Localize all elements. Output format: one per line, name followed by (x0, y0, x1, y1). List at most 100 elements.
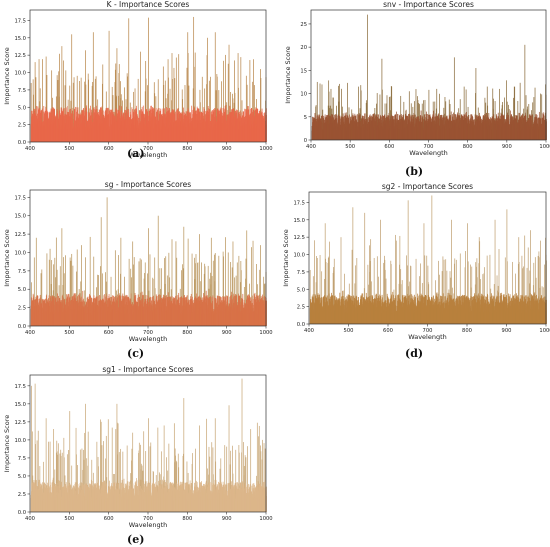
bar (339, 83, 340, 140)
bar (65, 255, 66, 326)
bar (402, 115, 404, 140)
bar (59, 53, 60, 142)
bar (128, 18, 130, 143)
bar (251, 247, 252, 326)
chart-title: snv - Importance Scores (383, 0, 474, 9)
bar (45, 56, 47, 142)
bar (453, 57, 455, 140)
bar (227, 252, 229, 326)
bar (201, 76, 203, 142)
x-tick-label: 900 (502, 144, 512, 150)
x-tick-label: 700 (424, 144, 434, 150)
bar (245, 278, 246, 326)
bar (157, 79, 159, 142)
bar (100, 217, 102, 326)
bar (533, 97, 535, 140)
bar (240, 57, 242, 142)
bar (207, 37, 208, 142)
bar (506, 80, 507, 140)
bar (360, 90, 362, 140)
bar (73, 77, 75, 142)
y-axis-label: Importance Score (3, 47, 11, 105)
bar (140, 259, 142, 326)
bar (223, 256, 224, 326)
bar-series (30, 197, 267, 326)
bar (182, 264, 184, 326)
x-tick-label: 600 (104, 146, 114, 152)
x-tick-label: 800 (182, 146, 192, 152)
bar (59, 266, 61, 326)
bar (245, 75, 247, 142)
bar (367, 14, 368, 141)
bar (54, 297, 56, 326)
x-axis-label: Wavelength (129, 151, 168, 159)
bar (252, 240, 254, 326)
bar (51, 70, 53, 142)
bar (56, 75, 58, 142)
y-tick-label: 5 (304, 115, 307, 121)
y-tick-label: 12.5 (14, 53, 26, 59)
bar (223, 60, 224, 142)
bar (80, 77, 82, 142)
chart-title: K - Importance Scores (107, 0, 190, 9)
bar (76, 249, 78, 326)
bar (227, 63, 229, 142)
x-tick-label: 800 (463, 144, 473, 150)
bar (383, 115, 385, 140)
bar (183, 226, 185, 326)
bar (128, 258, 130, 326)
bar (475, 68, 477, 140)
bar (79, 81, 80, 142)
bar (106, 197, 108, 326)
x-tick-label: 500 (345, 144, 355, 150)
bar (200, 111, 202, 142)
bar (114, 250, 116, 326)
bar (88, 79, 90, 142)
bar (139, 258, 141, 326)
bar (38, 59, 40, 143)
bar (63, 257, 64, 326)
bar (50, 295, 51, 326)
bar (225, 237, 226, 326)
bar (187, 238, 189, 326)
bar (168, 77, 169, 142)
bar (240, 261, 242, 326)
y-tick-label: 2.5 (18, 123, 26, 129)
y-tick-label: 7.5 (18, 88, 26, 94)
bar (228, 44, 230, 142)
bar (85, 257, 86, 326)
bar (259, 269, 261, 326)
bar (72, 82, 74, 142)
bar (254, 85, 255, 142)
bar (240, 270, 242, 326)
bar (201, 262, 202, 326)
bar (463, 86, 465, 140)
bar (69, 257, 71, 326)
bar (57, 112, 58, 142)
y-axis-label: Importance Score (284, 46, 292, 104)
bar-series (30, 16, 267, 143)
bar (173, 67, 175, 142)
bar (49, 248, 51, 326)
bar (232, 241, 234, 326)
bar (133, 257, 135, 326)
y-tick-label: 15 (300, 68, 307, 74)
bar (249, 60, 251, 142)
bar (429, 116, 431, 140)
bar (81, 245, 82, 326)
bar (136, 114, 138, 142)
x-tick-label: 1000 (539, 144, 550, 150)
bar (347, 82, 348, 140)
bar (400, 95, 402, 140)
bar (195, 110, 196, 142)
bar (57, 80, 59, 142)
bar (466, 119, 468, 140)
bar (192, 109, 194, 142)
bar (245, 258, 247, 326)
x-tick-label: 500 (64, 146, 74, 152)
bar (230, 261, 232, 326)
bar (120, 237, 122, 326)
bar (102, 110, 104, 142)
bar (102, 64, 104, 142)
